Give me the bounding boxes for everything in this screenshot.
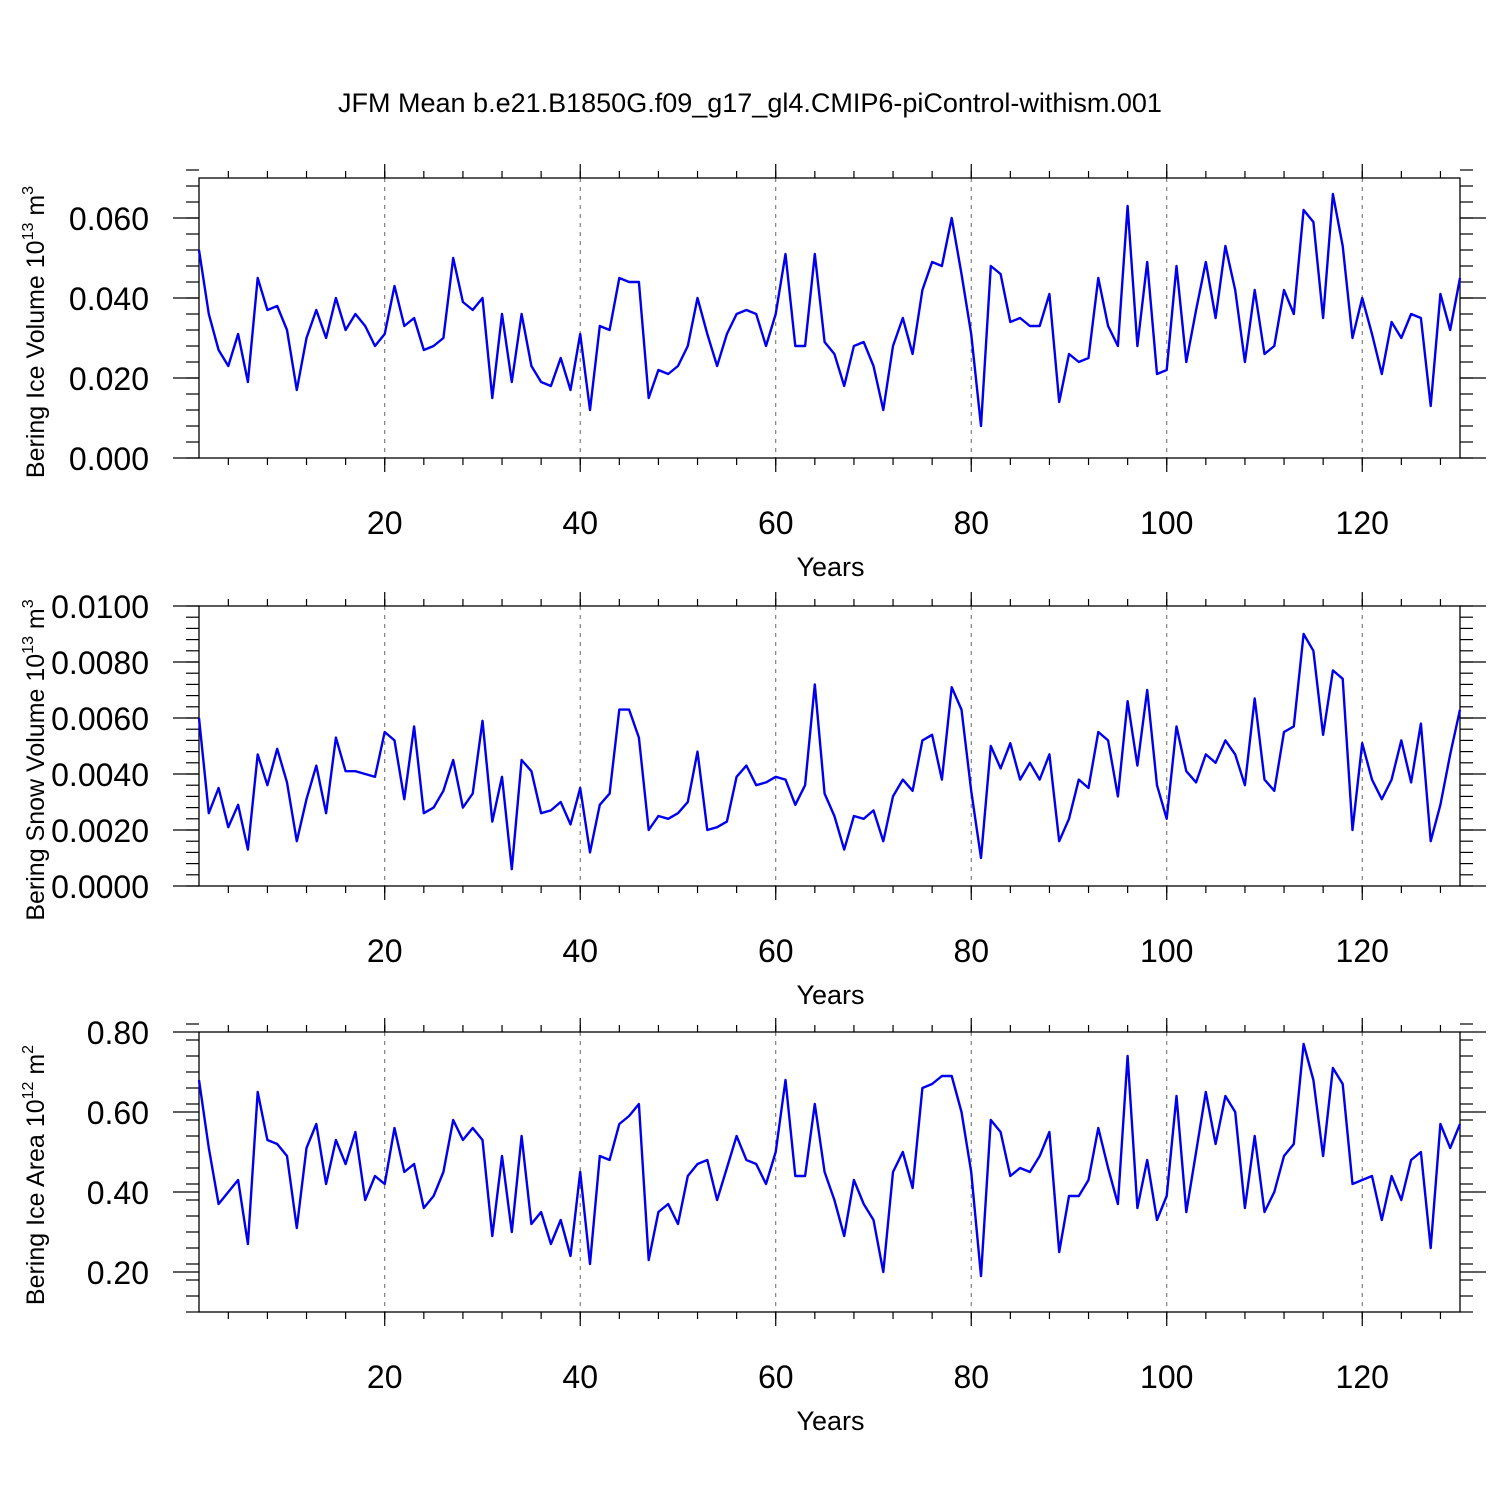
x-tick-label: 40: [562, 1359, 598, 1395]
x-tick-label: 20: [367, 505, 403, 541]
y-tick-label: 0.040: [69, 281, 149, 317]
x-tick-label: 80: [953, 505, 989, 541]
y-tick-label: 0.000: [69, 441, 149, 477]
y-axis-label: Bering Ice Area 1012 m2: [20, 1045, 50, 1305]
y-axis-label-superscript: 3: [20, 599, 37, 608]
y-tick-label: 0.0000: [51, 869, 149, 905]
y-axis-label-superscript: 13: [20, 636, 37, 654]
plot-frame: [198, 605, 1461, 887]
y-axis-label-text: Bering Snow Volume 10: [22, 654, 50, 921]
x-axis-label: Years: [796, 552, 864, 582]
series-line: [197, 1042, 1462, 1278]
x-tick-label: 100: [1140, 1359, 1193, 1395]
x-tick-label: 60: [758, 1359, 794, 1395]
y-tick-label: 0.0060: [51, 701, 149, 737]
series-line: [197, 632, 1462, 871]
y-tick-label: 0.0020: [51, 813, 149, 849]
chart-panel-2: 20 40 60 80 100 120 Years 0.0000 0.0020 0.0040 0.0…: [20, 589, 1486, 1010]
y-axis-label-text: m: [22, 608, 50, 636]
x-tick-label: 80: [953, 1359, 989, 1395]
series-line: [197, 192, 1462, 428]
x-axis-label: Years: [796, 980, 864, 1010]
y-axis-label-superscript: 2: [20, 1045, 37, 1054]
chart-panel-3: 20 40 60 80 100 120 Years 0.20 0.40 0.60 0.80 Berin…: [20, 1015, 1486, 1436]
chart-panel-1: 20 40 60 80 100 120 Years 0.000 0.020 0.040 0.060 B…: [20, 164, 1486, 582]
y-tick-label: 0.060: [69, 201, 149, 237]
y-axis-label-superscript: 13: [20, 223, 37, 241]
x-tick-label: 60: [758, 933, 794, 969]
x-tick-label: 40: [562, 505, 598, 541]
x-tick-label: 60: [758, 505, 794, 541]
y-tick-label: 0.80: [87, 1015, 149, 1051]
y-tick-label: 0.20: [87, 1255, 149, 1291]
y-tick-label: 0.020: [69, 361, 149, 397]
x-tick-label: 120: [1336, 505, 1389, 541]
x-tick-label: 80: [953, 933, 989, 969]
y-tick-label: 0.0040: [51, 757, 149, 793]
figure-title: JFM Mean b.e21.B1850G.f09_g17_gl4.CMIP6-…: [338, 88, 1162, 118]
y-tick-label: 0.40: [87, 1175, 149, 1211]
x-tick-label: 100: [1140, 505, 1193, 541]
y-axis-label-text: m: [22, 1054, 50, 1082]
y-axis-label: Bering Snow Volume 1013 m3: [20, 599, 50, 920]
x-tick-label: 20: [367, 1359, 403, 1395]
y-axis-label: Bering Ice Volume 1013 m3: [20, 186, 50, 478]
x-tick-label: 120: [1336, 933, 1389, 969]
y-axis-label-text: Bering Ice Area 10: [22, 1099, 50, 1305]
x-tick-label: 120: [1336, 1359, 1389, 1395]
y-tick-label: 0.0100: [51, 589, 149, 625]
y-tick-label: 0.60: [87, 1095, 149, 1131]
plot-frame: [198, 1031, 1461, 1313]
x-tick-label: 100: [1140, 933, 1193, 969]
x-tick-label: 20: [367, 933, 403, 969]
y-axis-label-text: m: [22, 195, 50, 223]
y-tick-label: 0.0080: [51, 645, 149, 681]
x-tick-label: 40: [562, 933, 598, 969]
y-axis-label-text: Bering Ice Volume 10: [22, 240, 50, 478]
x-axis-label: Years: [796, 1406, 864, 1436]
plot-frame: [198, 177, 1461, 459]
y-axis-label-superscript: 3: [20, 186, 37, 195]
y-axis-label-superscript: 12: [20, 1081, 37, 1099]
